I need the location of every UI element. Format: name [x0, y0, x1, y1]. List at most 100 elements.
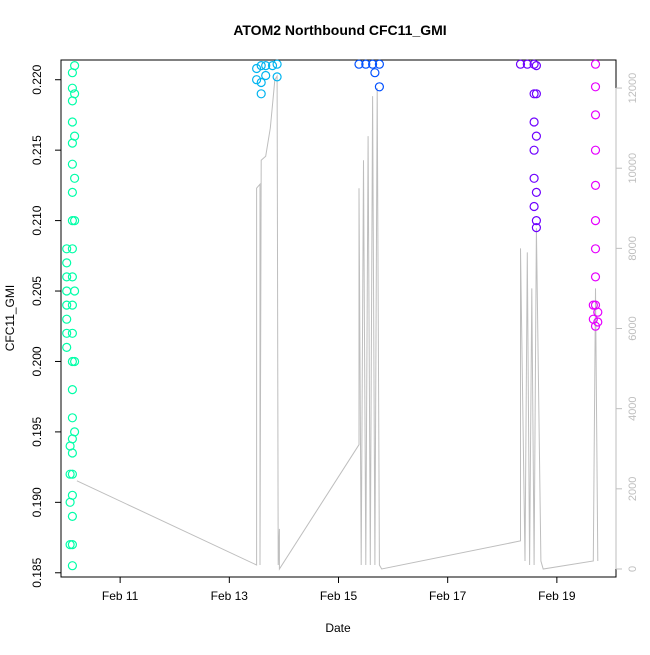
data-point	[67, 187, 78, 197]
data-point	[529, 89, 539, 99]
data-point	[67, 83, 78, 93]
y2-tick-label: 12000	[627, 73, 639, 104]
data-point	[531, 216, 542, 226]
data-point	[261, 70, 271, 81]
data-point	[67, 272, 78, 282]
data-point	[252, 63, 262, 74]
data-point	[65, 441, 75, 451]
y2-tick-label: 8000	[627, 236, 639, 260]
data-point	[590, 216, 601, 226]
chart-title: ATOM2 Northbound CFC11_GMI	[233, 22, 446, 38]
data-point	[588, 314, 598, 324]
data-point	[529, 173, 539, 183]
data-point	[252, 75, 262, 85]
data-point	[529, 201, 539, 212]
data-point	[374, 82, 384, 92]
data-point	[361, 59, 371, 69]
y-tick-label: 0.215	[30, 135, 44, 165]
data-point	[65, 497, 75, 507]
data-point	[62, 300, 72, 310]
data-point	[529, 117, 539, 127]
y2-tick-label: 6000	[627, 316, 639, 340]
y2-axis: 0 2000 4000 6000 8000 10000 12000	[615, 73, 639, 572]
data-point	[531, 60, 542, 71]
data-point	[515, 59, 526, 69]
data-point	[69, 173, 80, 183]
data-point	[62, 314, 72, 324]
y2-tick-label: 0	[627, 566, 639, 572]
x-tick-label: Feb 13	[211, 589, 249, 603]
data-point	[590, 180, 601, 190]
y-tick-label: 0.200	[30, 346, 44, 376]
data-point	[69, 60, 80, 71]
data-point	[67, 539, 78, 550]
x-tick-label: Feb 19	[538, 589, 576, 603]
data-point	[531, 131, 542, 141]
series-4	[515, 59, 542, 233]
data-point	[368, 59, 378, 69]
y-tick-label: 0.185	[30, 557, 44, 587]
data-point	[67, 159, 78, 169]
data-point	[65, 539, 75, 550]
scatter-points	[62, 59, 603, 571]
series-1	[62, 60, 80, 571]
y-tick-label: 0.220	[30, 64, 44, 94]
data-point	[67, 469, 78, 479]
data-point	[69, 427, 80, 437]
y-axis-label: CFC11_GMI	[3, 285, 17, 351]
y-axis: 0.185 0.190 0.195 0.200 0.205 0.210 0.215 0.220	[30, 64, 62, 588]
data-point	[531, 223, 542, 233]
data-point	[256, 60, 266, 71]
data-point	[522, 59, 532, 69]
data-point	[354, 59, 364, 69]
data-point	[62, 342, 72, 352]
x-axis: Feb 11 Feb 13 Feb 15 Feb 17 Feb 19	[102, 576, 576, 603]
data-point	[256, 77, 266, 88]
data-point	[370, 68, 380, 78]
data-point	[529, 59, 539, 69]
y-tick-label: 0.205	[30, 276, 44, 306]
data-point	[593, 317, 603, 327]
data-point	[267, 60, 278, 71]
data-point	[69, 286, 80, 296]
altitude-line	[76, 74, 599, 571]
data-point	[531, 187, 542, 197]
data-point	[69, 131, 80, 141]
series-2	[252, 59, 282, 99]
x-tick-label: Feb 17	[429, 589, 467, 603]
data-point	[62, 258, 72, 268]
series-3	[354, 59, 384, 92]
data-point	[590, 145, 601, 155]
data-point	[67, 300, 78, 310]
y-tick-label: 0.195	[30, 417, 44, 447]
data-point	[590, 272, 601, 282]
data-point	[67, 561, 78, 571]
series-5	[588, 59, 603, 331]
y2-series-line	[76, 74, 599, 571]
data-point	[588, 300, 598, 310]
data-point	[67, 244, 78, 254]
data-point	[590, 59, 601, 69]
data-point	[62, 328, 72, 338]
x-tick-label: Feb 15	[320, 589, 358, 603]
y2-tick-label: 4000	[627, 396, 639, 420]
y-tick-label: 0.210	[30, 205, 44, 235]
data-point	[593, 307, 603, 317]
data-point	[65, 469, 75, 479]
data-point	[374, 59, 384, 69]
x-axis-label: Date	[325, 621, 351, 635]
data-point	[69, 356, 80, 367]
data-point	[67, 511, 78, 522]
data-point	[67, 117, 78, 127]
data-point	[529, 145, 539, 155]
data-point	[67, 385, 78, 395]
data-point	[531, 89, 542, 99]
data-point	[67, 328, 78, 338]
data-point	[590, 82, 601, 92]
y2-tick-label: 2000	[627, 477, 639, 501]
data-point	[62, 272, 72, 282]
data-point	[62, 244, 72, 254]
data-point	[69, 216, 80, 226]
